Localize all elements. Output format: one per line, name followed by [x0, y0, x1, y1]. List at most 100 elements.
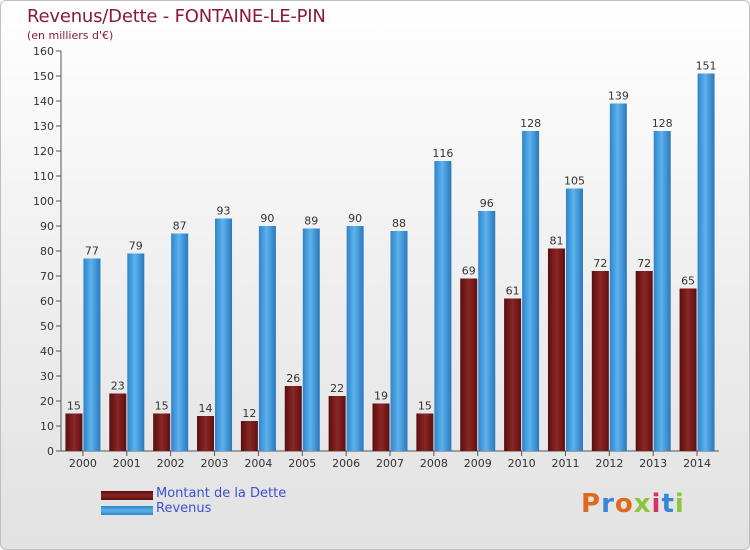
x-tick-label: 2014	[683, 457, 711, 470]
bar-revenue-label: 77	[85, 245, 99, 258]
proxiti-logo: Proxiti	[581, 489, 685, 519]
bar-revenue-label: 128	[652, 117, 673, 130]
bar-revenue-label: 116	[432, 147, 453, 160]
bar-revenue-label: 87	[173, 220, 187, 233]
y-tick-label: 150	[33, 70, 54, 83]
bar-revenue-label: 89	[304, 215, 318, 228]
chart-subtitle: (en milliers d'€)	[27, 29, 114, 42]
bar-debt-label: 81	[549, 235, 563, 248]
legend-revenue-swatch	[101, 506, 153, 515]
y-tick-label: 100	[33, 195, 54, 208]
bar-revenue-label: 128	[520, 117, 541, 130]
bar-debt	[109, 393, 127, 451]
bar-revenue	[127, 253, 145, 451]
bar-debt	[547, 248, 565, 451]
y-tick-label: 10	[40, 420, 54, 433]
bar-debt-label: 65	[681, 275, 695, 288]
y-tick-label: 130	[33, 120, 54, 133]
y-tick-label: 80	[40, 245, 54, 258]
x-tick-label: 2011	[551, 457, 579, 470]
bar-revenue	[478, 211, 496, 451]
bar-debt-label: 15	[155, 400, 169, 413]
y-tick-label: 70	[40, 270, 54, 283]
bar-revenue	[522, 131, 540, 451]
x-tick-label: 2004	[244, 457, 272, 470]
legend-debt-swatch	[101, 491, 153, 500]
x-tick-label: 2002	[157, 457, 185, 470]
logo-letter: i	[651, 489, 662, 519]
bar-debt	[635, 271, 653, 451]
bar-debt-label: 23	[111, 380, 125, 393]
x-tick-label: 2009	[464, 457, 492, 470]
bar-revenue	[390, 231, 408, 451]
x-tick-label: 2013	[639, 457, 667, 470]
logo-letter: x	[633, 489, 652, 519]
y-tick-label: 50	[40, 320, 54, 333]
x-tick-label: 2000	[69, 457, 97, 470]
bar-debt-label: 72	[637, 257, 651, 270]
bar-revenue-label: 139	[608, 90, 629, 103]
bar-debt	[372, 403, 390, 451]
bar-debt	[416, 413, 434, 451]
bar-debt	[197, 416, 215, 451]
bar-debt-label: 69	[462, 265, 476, 278]
bar-debt-label: 15	[418, 400, 432, 413]
bar-debt	[460, 278, 478, 451]
y-tick-label: 40	[40, 345, 54, 358]
x-tick-label: 2006	[332, 457, 360, 470]
bar-revenue	[215, 218, 233, 451]
bar-revenue-label: 96	[480, 197, 494, 210]
bar-debt-label: 15	[67, 400, 81, 413]
logo-letter: i	[674, 489, 685, 519]
logo-letter: r	[601, 489, 615, 519]
x-tick-label: 2012	[595, 457, 623, 470]
y-tick-label: 20	[40, 395, 54, 408]
bar-revenue-label: 88	[392, 217, 406, 230]
bar-revenue-label: 151	[696, 60, 717, 73]
y-tick-label: 30	[40, 370, 54, 383]
bar-debt-label: 12	[242, 407, 256, 420]
bar-revenue-label: 79	[129, 240, 143, 253]
legend-debt-label: Montant de la Dette	[156, 486, 287, 501]
x-tick-label: 2008	[420, 457, 448, 470]
bar-debt-label: 26	[286, 372, 300, 385]
bar-revenue-label: 90	[348, 212, 362, 225]
y-tick-label: 140	[33, 95, 54, 108]
bar-revenue-label: 105	[564, 175, 585, 188]
bar-revenue	[346, 226, 364, 451]
bar-revenue	[302, 228, 320, 451]
bar-revenue	[258, 226, 276, 451]
y-tick-label: 60	[40, 295, 54, 308]
bar-debt	[65, 413, 83, 451]
bar-debt-label: 22	[330, 382, 344, 395]
bar-revenue	[434, 161, 452, 451]
bar-revenue	[653, 131, 671, 451]
logo-letter: P	[581, 489, 602, 519]
x-tick-label: 2010	[508, 457, 536, 470]
bar-debt	[679, 288, 697, 451]
bar-revenue-label: 90	[260, 212, 274, 225]
y-tick-label: 0	[47, 445, 54, 458]
bar-debt	[153, 413, 171, 451]
bar-revenue	[171, 233, 189, 451]
y-tick-label: 90	[40, 220, 54, 233]
y-tick-label: 110	[33, 170, 54, 183]
x-tick-label: 2001	[113, 457, 141, 470]
bar-debt	[591, 271, 609, 451]
logo-letter: o	[614, 489, 634, 519]
bar-revenue	[565, 188, 583, 451]
legend-revenue-label: Revenus	[156, 501, 212, 516]
bar-revenue	[697, 73, 715, 451]
bar-revenue-label: 93	[217, 205, 231, 218]
x-tick-label: 2007	[376, 457, 404, 470]
bar-debt-label: 61	[506, 285, 520, 298]
bar-debt-label: 72	[593, 257, 607, 270]
x-tick-label: 2003	[201, 457, 229, 470]
bar-debt	[240, 421, 258, 451]
x-tick-label: 2005	[288, 457, 316, 470]
bar-debt-label: 19	[374, 390, 388, 403]
chart-title: Revenus/Dette - FONTAINE-LE-PIN	[27, 6, 326, 27]
bar-debt	[328, 396, 346, 451]
